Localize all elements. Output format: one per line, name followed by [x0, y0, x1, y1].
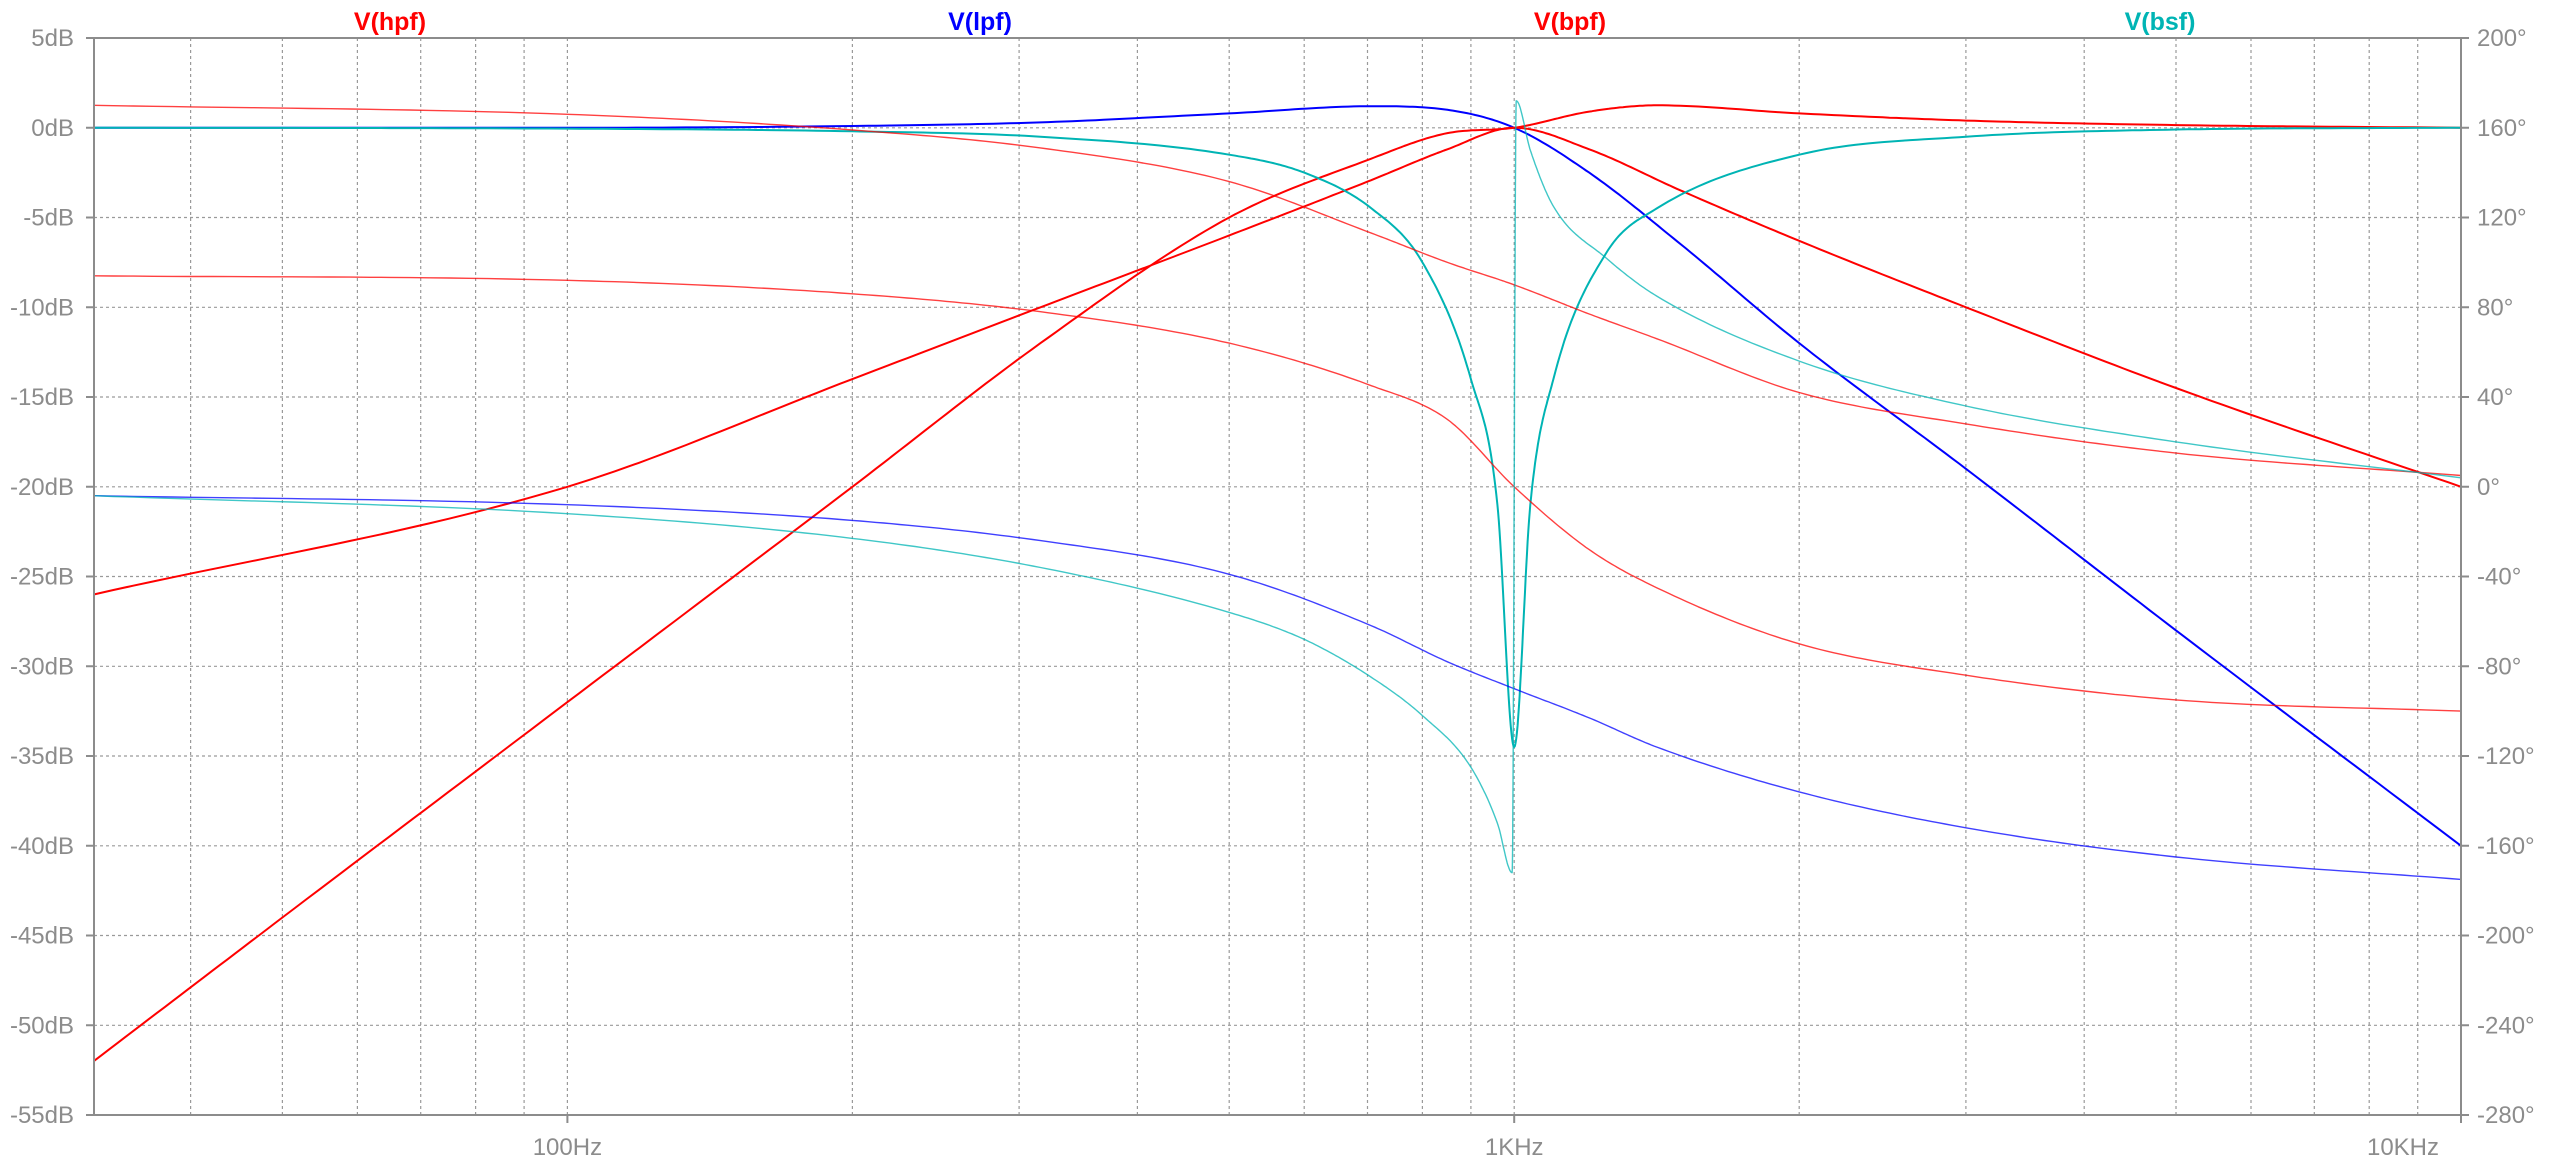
left-axis-tick-label: -50dB	[10, 1012, 74, 1039]
right-axis-tick-label: -280°	[2477, 1102, 2535, 1129]
legend-label: V(lpf)	[948, 8, 1012, 36]
right-axis: 200° 160° 120° 80° 40° 0° -40° -80° -120° -160° -2…	[2461, 25, 2535, 1129]
left-axis-tick-label: -10dB	[10, 294, 74, 321]
series-v-bpf-phase	[93, 275, 2462, 712]
left-axis-tick-label: -35dB	[10, 743, 74, 770]
right-axis-tick-label: 80°	[2477, 294, 2513, 321]
legend-label: V(bsf)	[2125, 8, 2196, 36]
left-axis-tick-label: -20dB	[10, 474, 74, 501]
x-axis-tick-label: 100Hz	[533, 1134, 602, 1161]
x-axis-tick-label: 10KHz	[2367, 1134, 2439, 1161]
legend-label: V(hpf)	[354, 8, 426, 36]
right-axis-tick-label: -80°	[2477, 653, 2521, 680]
series-v-lpf-magnitude	[93, 105, 2462, 847]
left-axis-tick-label: -25dB	[10, 564, 74, 591]
left-axis-tick-label: -45dB	[10, 923, 74, 950]
left-axis-tick-label: 5dB	[31, 25, 74, 52]
right-axis-tick-label: -200°	[2477, 923, 2535, 950]
right-axis-tick-label: 0°	[2477, 474, 2500, 501]
right-axis-tick-label: 120°	[2477, 205, 2527, 232]
left-axis-tick-label: -5dB	[23, 205, 74, 232]
series-v-lpf-phase	[93, 495, 2462, 881]
x-axis-tick-label: 1KHz	[1485, 1134, 1544, 1161]
left-axis-tick-label: -40dB	[10, 833, 74, 860]
legend: V(hpf) V(lpf) V(bpf) V(bsf)	[354, 8, 2196, 36]
series-v-hpf-phase	[93, 104, 2462, 477]
series-v-bpf-magnitude	[93, 126, 2462, 596]
left-axis-tick-label: 0dB	[31, 115, 74, 142]
x-axis: 100Hz 1KHz 10KHz	[533, 1115, 2462, 1161]
right-axis-tick-label: -240°	[2477, 1012, 2535, 1039]
series-v-bsf-phase	[93, 100, 2462, 874]
left-axis-tick-label: -55dB	[10, 1102, 74, 1129]
left-axis-tick-label: -15dB	[10, 384, 74, 411]
legend-label: V(bpf)	[1534, 8, 1606, 36]
right-axis-tick-label: -160°	[2477, 833, 2535, 860]
left-axis-tick-label: -30dB	[10, 653, 74, 680]
right-axis-tick-label: -40°	[2477, 564, 2521, 591]
series-v-bsf-magnitude	[93, 126, 2461, 748]
right-axis-tick-label: 40°	[2477, 384, 2513, 411]
series-v-hpf-magnitude	[93, 104, 2462, 1062]
series-layer	[93, 100, 2462, 1062]
right-axis-tick-label: 200°	[2477, 25, 2527, 52]
left-axis: 5dB 0dB -5dB -10dB -15dB -20dB -25dB -30dB -35dB…	[10, 25, 94, 1129]
right-axis-tick-label: 160°	[2477, 115, 2527, 142]
right-axis-tick-label: -120°	[2477, 743, 2535, 770]
